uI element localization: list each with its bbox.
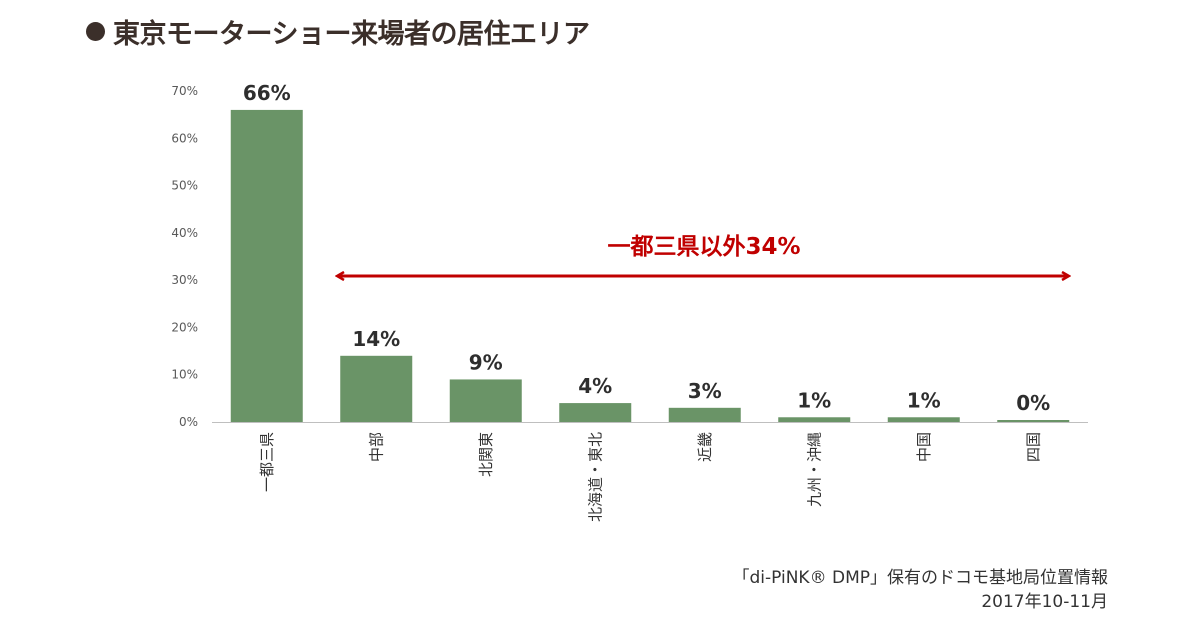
data-label: 14%: [352, 327, 400, 351]
bar: [230, 109, 303, 423]
bar: [997, 420, 1070, 422]
data-label: 66%: [243, 81, 291, 105]
bar: [340, 355, 413, 422]
data-label: 3%: [688, 379, 722, 403]
y-tick-label: 10%: [171, 368, 198, 382]
bar: [449, 379, 522, 422]
source-line-1: 「di-PiNK® DMP」保有のドコモ基地局位置情報: [732, 568, 1108, 588]
y-tick-label: 20%: [171, 320, 198, 334]
bar: [778, 417, 851, 422]
y-tick-label: 40%: [171, 226, 198, 240]
data-label: 4%: [578, 374, 612, 398]
y-tick-label: 30%: [171, 273, 198, 287]
x-tick-label: 一都三県: [258, 432, 276, 492]
x-tick-label: 近畿: [696, 432, 714, 462]
bars-group: [230, 109, 1070, 423]
x-tick-label: 九州・沖縄: [805, 432, 823, 507]
title-bullet-icon: [86, 22, 105, 41]
x-tick-label: 北関東: [477, 432, 495, 477]
data-label: 1%: [797, 388, 831, 412]
x-tick-label: 四国: [1024, 432, 1042, 462]
x-tick-label: 中国: [915, 432, 933, 462]
bar: [559, 403, 632, 422]
y-tick-label: 60%: [171, 131, 198, 145]
chart-title: 東京モーターショー来場者の居住エリア: [113, 19, 590, 50]
data-label: 9%: [469, 350, 503, 374]
y-tick-label: 70%: [171, 84, 198, 98]
data-label: 0%: [1016, 391, 1050, 415]
chart-title-block: 東京モーターショー来場者の居住エリア: [86, 12, 590, 51]
annotation-group: 一都三県以外34%: [337, 233, 1069, 276]
bar: [668, 407, 741, 422]
x-axis-labels: 一都三県 中部 北関東 北海道・東北 近畿 九州・沖縄 中国 四国: [258, 432, 1043, 522]
source-line-2: 2017年10-11月: [981, 592, 1108, 612]
data-label: 1%: [907, 388, 941, 412]
x-tick-label: 北海道・東北: [586, 432, 604, 522]
x-tick-label: 中部: [367, 432, 385, 462]
bar: [887, 417, 960, 422]
y-tick-label: 50%: [171, 179, 198, 193]
annotation-label: 一都三県以外34%: [607, 233, 800, 260]
source-note: 「di-PiNK® DMP」保有のドコモ基地局位置情報 2017年10-11月: [732, 566, 1108, 614]
y-tick-label: 0%: [179, 415, 198, 429]
data-labels-group: 66% 14% 9% 4% 3% 1% 1% 0%: [243, 81, 1050, 415]
y-axis: 0% 10% 20% 30% 40% 50% 60% 70%: [171, 84, 198, 429]
